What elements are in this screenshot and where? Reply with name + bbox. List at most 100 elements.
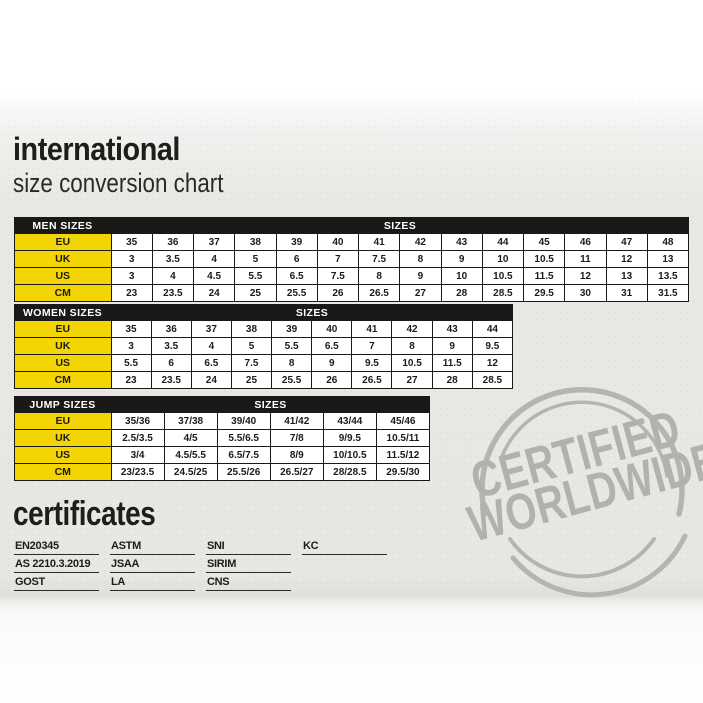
size-value-cell: 5.5/6.5 [216, 429, 271, 447]
size-value-cell: 36 [151, 233, 195, 251]
row-label-cell: EU [14, 320, 112, 338]
size-row: UK 2.5/3.5 4/5 5.5/6.5 7/8 9/9.5 10.5/11 [14, 429, 431, 447]
size-value-cell: 9.5 [471, 337, 514, 355]
stamp-circles-icon [479, 386, 688, 598]
size-value-cell: 39 [271, 320, 313, 338]
size-value-cell: 35 [110, 320, 152, 338]
size-value-cell: 24 [192, 284, 236, 302]
row-label-cell: UK [14, 250, 112, 268]
size-value-cell: 48 [646, 233, 690, 251]
size-value-cell: 28.5 [481, 284, 525, 302]
row-label-cell: CM [14, 284, 112, 302]
size-value-cell: 9 [440, 250, 483, 268]
size-value-cell: 10.5 [391, 354, 433, 372]
size-value-cell: 3.5 [150, 337, 192, 355]
size-value-cell: 25.5 [275, 284, 318, 302]
size-value-cell: 13 [646, 250, 690, 268]
size-value-cell: 11.5 [522, 267, 566, 285]
size-value-cell: 25 [230, 371, 273, 389]
size-value-cell: 26.5/27 [269, 463, 324, 481]
size-value-cell: 27 [399, 284, 442, 302]
size-value-cell: 4/5 [163, 429, 218, 447]
certificate-item: LA [110, 577, 195, 591]
row-label-cell: UK [14, 429, 112, 447]
row-label-cell: US [14, 446, 112, 464]
size-value-cell: 27 [391, 371, 433, 389]
size-value-cell: 3 [110, 267, 153, 285]
size-row: EU 35 36 37 38 39 40 41 42 43 44 [14, 320, 514, 338]
size-value-cell: 4 [151, 267, 195, 285]
certificates-title: certificates [13, 495, 156, 533]
certificate-column: SNI SIRIM CNS [206, 541, 291, 595]
size-value-cell: 35 [110, 233, 153, 251]
size-value-cell: 3.5 [151, 250, 195, 268]
certified-worldwide-stamp: CERTIFIED WORLDWIDE [440, 370, 703, 615]
certificate-column: ASTM JSAA LA [110, 541, 195, 595]
table-title-cell: JUMP SIZES [14, 396, 112, 413]
sizes-header-cell: SIZES [110, 396, 430, 413]
size-value-cell: 30 [564, 284, 607, 302]
size-row: EU 35/36 37/38 39/40 41/42 43/44 45/46 [14, 412, 431, 430]
size-value-cell: 10 [440, 267, 483, 285]
size-value-cell: 9.5 [351, 354, 393, 372]
size-value-cell: 24 [190, 371, 232, 389]
size-value-cell: 12 [471, 354, 514, 372]
row-label-cell: US [14, 267, 112, 285]
size-value-cell: 43/44 [322, 412, 377, 430]
size-value-cell: 40 [311, 320, 353, 338]
size-value-cell: 8 [399, 250, 442, 268]
certificate-item: AS 2210.3.2019 [14, 559, 99, 573]
size-value-cell: 37 [192, 233, 236, 251]
row-label-cell: CM [14, 463, 112, 481]
size-value-cell: 26 [311, 371, 353, 389]
certificate-item: SNI [206, 541, 291, 555]
size-value-cell: 10.5/11 [375, 429, 431, 447]
size-value-cell: 11.5 [431, 354, 473, 372]
size-value-cell: 4.5 [192, 267, 236, 285]
size-value-cell: 5.5 [234, 267, 277, 285]
size-value-cell: 3/4 [110, 446, 165, 464]
certificate-item: KC [302, 541, 387, 555]
size-row: CM 23/23.5 24.5/25 25.5/26 26.5/27 28/28.5 29.… [14, 463, 431, 481]
size-value-cell: 45 [522, 233, 566, 251]
size-value-cell: 42 [391, 320, 433, 338]
size-value-cell: 28/28.5 [322, 463, 377, 481]
size-value-cell: 10.5 [522, 250, 566, 268]
size-value-cell: 4.5/5.5 [163, 446, 218, 464]
certificate-item: CNS [206, 577, 291, 591]
size-row: UK 3 3.5 4 5 6 7 7.5 8 9 10 10.5 11 12 13 [14, 250, 690, 268]
size-row: CM 23 23.5 24 25 25.5 26 26.5 27 28 28.5 29.5 30 31 31… [14, 284, 690, 302]
men-sizes-table: MEN SIZES SIZES EU 35 36 37 38 39 40 41 42 43 44 45 46… [14, 217, 690, 302]
size-value-cell: 13.5 [646, 267, 690, 285]
size-value-cell: 41/42 [269, 412, 324, 430]
sizes-header-cell: SIZES [110, 304, 513, 321]
size-value-cell: 28 [431, 371, 473, 389]
size-value-cell: 35/36 [110, 412, 165, 430]
size-row: US 3 4 4.5 5.5 6.5 7.5 8 9 10 10.5 11.5 12 13 13.5 [14, 267, 690, 285]
size-value-cell: 5.5 [271, 337, 313, 355]
size-value-cell: 37 [190, 320, 232, 338]
size-value-cell: 7 [351, 337, 393, 355]
size-value-cell: 37/38 [163, 412, 218, 430]
size-value-cell: 6 [150, 354, 192, 372]
size-value-cell: 40 [316, 233, 360, 251]
size-value-cell: 11.5/12 [375, 446, 431, 464]
size-value-cell: 4 [192, 250, 236, 268]
row-label-cell: EU [14, 233, 112, 251]
size-value-cell: 26.5 [351, 371, 393, 389]
size-value-cell: 9 [431, 337, 473, 355]
size-value-cell: 2.5/3.5 [110, 429, 165, 447]
size-value-cell: 26 [316, 284, 360, 302]
size-value-cell: 31.5 [646, 284, 690, 302]
size-value-cell: 13 [605, 267, 648, 285]
size-value-cell: 46 [564, 233, 607, 251]
size-value-cell: 5 [234, 250, 277, 268]
certificate-item: GOST [14, 577, 99, 591]
jump-sizes-table: JUMP SIZES SIZES EU 35/36 37/38 39/40 41/42 43/… [14, 396, 431, 481]
size-value-cell: 47 [605, 233, 648, 251]
size-value-cell: 41 [351, 320, 393, 338]
table-title-cell: MEN SIZES [14, 217, 112, 234]
size-value-cell: 3 [110, 250, 153, 268]
certificate-item: JSAA [110, 559, 195, 573]
